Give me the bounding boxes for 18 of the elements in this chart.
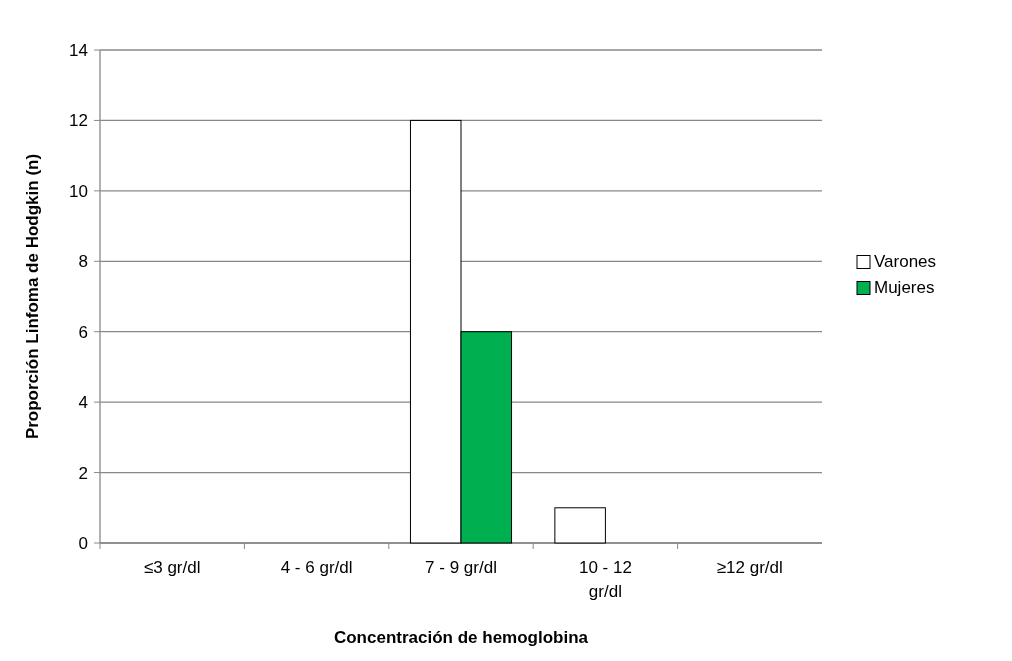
y-tick-label: 14 — [69, 40, 88, 60]
y-tick-label: 4 — [78, 393, 88, 413]
x-tick-label: ≤3 gr/dl — [143, 558, 201, 577]
x-tick-label: 7 - 9 gr/dl — [425, 558, 497, 577]
y-tick-label: 10 — [69, 181, 88, 201]
legend-label: Varones — [874, 251, 937, 271]
y-tick-label: 0 — [78, 533, 88, 553]
y-tick-label: 12 — [69, 111, 88, 131]
legend-label: Mujeres — [874, 277, 935, 297]
x-tick-label: 4 - 6 gr/dl — [280, 558, 353, 577]
x-tick-label: ≥12 gr/dl — [716, 558, 783, 577]
x-axis-title: Concentración de hemoglobina — [333, 628, 589, 647]
bar — [554, 507, 606, 544]
y-axis-title: Proporción Linfoma de Hodgkin (n) — [23, 153, 42, 440]
y-tick-label: 6 — [78, 322, 88, 342]
y-tick-label: 8 — [78, 252, 88, 272]
x-tick-label: 10 - 12 gr/dl — [578, 558, 632, 601]
y-tick-label: 2 — [78, 463, 88, 483]
